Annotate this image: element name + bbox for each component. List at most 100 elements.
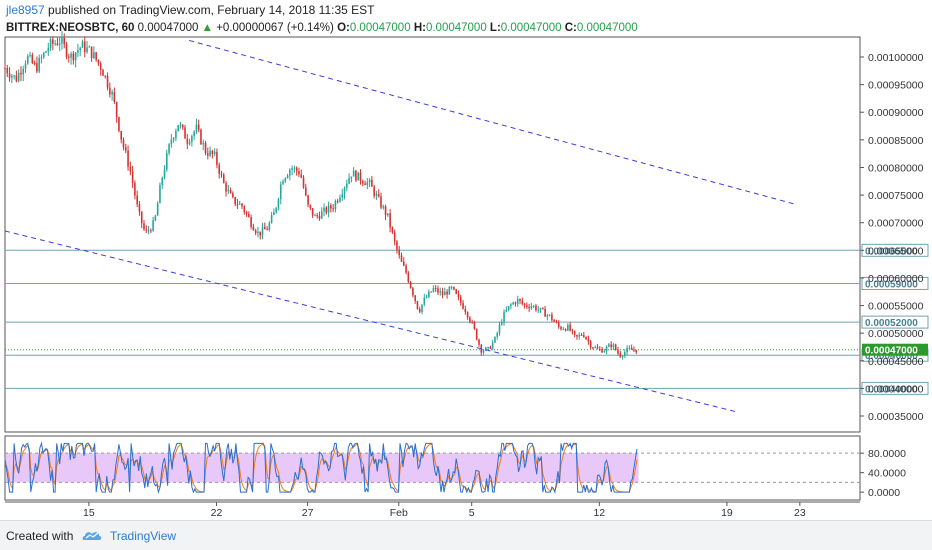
low-value: 0.00047000 <box>500 22 562 34</box>
candle-body <box>389 213 391 228</box>
candle-body <box>482 350 485 353</box>
candle-body <box>612 344 615 348</box>
candle-body <box>225 183 227 192</box>
candle-body <box>423 297 426 305</box>
candle-body <box>380 196 382 208</box>
channel-trend-line[interactable] <box>188 39 797 205</box>
horizontal-levels: 0.00065000 0.00059000 0.00052000 0.00046000… <box>5 243 929 395</box>
candle-body <box>371 179 373 187</box>
candle-body <box>22 68 25 75</box>
level-price-tag-label: 0.00052000 <box>865 318 918 329</box>
candle-body <box>516 298 519 304</box>
candle-body <box>475 328 478 340</box>
price-tick-label: 0.00045000 <box>868 356 924 368</box>
candle-body <box>528 306 530 309</box>
price-tick-label: 0.00095000 <box>868 80 924 92</box>
candle-body <box>186 138 189 144</box>
candle-body <box>330 205 332 209</box>
candle-body <box>26 56 29 64</box>
candle-body <box>355 170 357 181</box>
candle-body <box>31 55 34 64</box>
time-axis[interactable]: 15 22 27 Feb 5 12 19 23 <box>83 502 806 519</box>
candle-body <box>453 286 455 290</box>
candle-body <box>361 181 364 184</box>
price-tick-label: 0.00050000 <box>868 328 924 340</box>
candle-body <box>316 215 318 217</box>
candle-body <box>197 124 200 130</box>
candle-body <box>444 291 446 296</box>
candle-body <box>628 347 631 349</box>
candle-body <box>218 164 221 174</box>
candle-body <box>519 298 521 301</box>
candle-body <box>573 330 576 335</box>
candle-body <box>24 63 27 69</box>
candle-body <box>261 227 264 236</box>
candle-body <box>496 333 499 337</box>
candle-body <box>487 347 489 349</box>
candle-body <box>384 206 387 216</box>
candle-body <box>617 349 619 354</box>
candle-body <box>309 204 312 209</box>
candle-body <box>209 150 211 156</box>
candle-body <box>284 178 287 182</box>
candle-body <box>332 208 334 210</box>
candle-body <box>248 213 250 218</box>
change-arrow-icon: ▲ <box>201 22 213 34</box>
candle-body <box>592 347 594 349</box>
price-tick-label: 0.00070000 <box>868 218 924 230</box>
candle-body <box>90 46 93 58</box>
symbol-label[interactable]: BITTREX:NEOSBTC, 60 <box>6 22 135 34</box>
candle-body <box>302 177 305 188</box>
candle-body <box>188 141 191 144</box>
candle-body <box>168 144 170 154</box>
price-axis[interactable]: 0.00100000 0.00095000 0.00090000 0.00085000… <box>860 52 924 499</box>
candle-body <box>175 131 177 138</box>
low-key: L: <box>489 22 501 34</box>
candle-body <box>152 220 154 231</box>
candle-body <box>462 302 464 309</box>
candle-body <box>99 63 102 70</box>
price-chart[interactable]: 0.00065000 0.00059000 0.00052000 0.00046000… <box>0 0 932 520</box>
candle-body <box>464 308 467 313</box>
author-link[interactable]: jle8957 <box>6 3 45 17</box>
footer-bar: Created with TradingView <box>0 520 932 550</box>
candle-body <box>104 75 107 77</box>
tradingview-cloud-icon[interactable] <box>82 529 102 541</box>
candle-body <box>539 307 542 310</box>
close-key: C: <box>564 22 577 34</box>
candle-body <box>514 302 517 304</box>
candle-body <box>77 50 79 53</box>
stoch-k-line <box>4 441 638 495</box>
candle-body <box>134 183 136 196</box>
candle-body <box>257 231 259 234</box>
candle-body <box>352 170 355 177</box>
candle-body <box>17 72 20 82</box>
candle-body <box>277 199 280 208</box>
candle-body <box>580 334 583 336</box>
candle-body <box>20 72 22 75</box>
candle-body <box>576 334 578 337</box>
candle-body <box>491 342 494 349</box>
candle-body <box>177 125 179 132</box>
candle-body <box>124 147 127 151</box>
last-price: 0.00047000 <box>137 22 199 34</box>
candle-body <box>282 181 284 185</box>
candle-body <box>560 326 562 330</box>
tradingview-brand-link[interactable]: TradingView <box>110 529 177 543</box>
candle-body <box>569 324 571 331</box>
candle-body <box>578 334 581 337</box>
candle-body <box>537 309 540 311</box>
price-tick-label: 0.00100000 <box>868 52 924 64</box>
candle-body <box>38 57 40 72</box>
candle-body <box>343 187 346 195</box>
candle-body <box>232 193 234 198</box>
candle-body <box>503 311 505 322</box>
candle-body <box>207 153 209 156</box>
channel-trend-lines[interactable] <box>4 39 797 413</box>
candle-body <box>11 75 13 78</box>
candle-body <box>179 124 182 126</box>
stoch-tick-label: 40.0000 <box>868 468 906 480</box>
candle-body <box>314 215 316 217</box>
channel-trend-line[interactable] <box>4 230 738 413</box>
candle-body <box>557 322 560 327</box>
